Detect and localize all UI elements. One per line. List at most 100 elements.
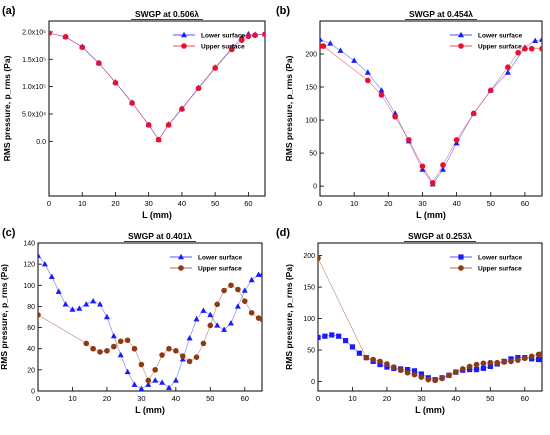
data-point [234,303,241,309]
data-point [419,163,426,170]
data-point [522,45,528,52]
legend-marker [178,265,184,271]
data-point [62,301,69,307]
panel-label: (a) [2,5,16,17]
data-point [539,356,542,363]
data-point [504,69,511,75]
x-tick-label: 10 [78,199,86,208]
data-point [110,332,117,339]
data-point [521,355,528,362]
data-point [453,369,459,375]
data-point [432,377,438,384]
y-tick-label: 5.0x10⁴ [22,111,46,118]
data-point [79,44,86,51]
data-point [104,348,110,354]
series-2 [38,282,262,384]
data-point [363,354,370,361]
data-point [238,37,245,43]
series-2 [49,30,265,143]
data-point [145,122,152,128]
legend-marker [181,31,187,38]
data-point [342,338,349,344]
y-tick-label: 100 [303,316,315,323]
y-tick-label: 2.0x10⁵ [22,29,46,36]
data-point [131,345,138,352]
x-tick-label: 30 [145,199,153,208]
data-point [165,122,172,128]
data-point [138,361,145,368]
data-point [494,359,501,366]
data-point [453,139,460,146]
data-point [193,354,200,360]
y-tick-label: 100 [23,283,35,290]
data-point [155,136,162,143]
data-point [38,312,41,318]
data-point [38,252,41,258]
data-point [145,381,152,387]
data-point [69,306,76,312]
panel-label: (b) [276,5,290,17]
x-tick-label: 20 [384,199,392,208]
data-point [322,333,328,339]
data-point [466,363,473,370]
x-tick-label: 20 [103,394,111,403]
series-line [38,284,262,382]
legend-label: Lower surface [478,255,522,262]
data-point [221,287,227,294]
data-point [384,361,390,367]
data-point [377,358,383,365]
data-point [446,372,452,379]
x-tick-label: 50 [486,394,494,403]
data-point [159,352,165,358]
data-point [318,255,321,261]
data-point [337,47,344,53]
y-tick-label: 20 [27,367,35,374]
data-point [397,367,404,374]
y-tick-label: 140 [23,241,35,248]
data-point [172,377,179,383]
data-point [145,377,152,384]
data-point [539,351,542,357]
data-point [124,368,131,375]
x-tick-label: 20 [383,394,391,403]
panel-label: (c) [2,227,16,239]
data-point [83,340,90,347]
series-line [318,257,542,381]
data-point [384,364,390,370]
data-point [212,65,218,71]
data-point [480,360,487,367]
x-tick-label: 50 [487,199,495,208]
data-point [405,366,411,373]
data-point [539,45,542,52]
x-tick-label: 10 [348,394,356,403]
chart-panel-4: (d) SWGP at 0.253λ 0 10 20 30 40 50 60 0 50 100 150 2… [276,227,543,415]
series-1 [320,36,542,187]
plot-frame [317,242,543,392]
x-axis-label: L (mm) [142,210,172,220]
data-point [159,379,166,385]
panel-label: (d) [276,227,290,239]
y-tick-label: 40 [27,346,35,353]
x-axis-label: L (mm) [415,405,445,415]
data-point [48,273,55,280]
data-point [214,301,220,308]
data-point [179,106,185,112]
data-point [152,367,158,373]
y-tick-label: 0 [31,389,35,396]
legend-marker [178,253,184,260]
x-tick-label: 40 [452,199,460,208]
data-point [473,361,480,368]
data-point [439,375,445,382]
data-point [186,334,193,341]
chart-panel-2: (b) SWGP at 0.454λ 0 10 20 30 40 50 60 0 50 100 150 2… [276,5,543,220]
data-point [90,345,96,352]
y-axis-label: RMS pressure, p_rms (Pa) [284,264,294,370]
data-point [487,87,494,94]
data-point [404,369,411,376]
chart-panel-3: (c) SWGP at 0.401λ 0 10 20 30 40 50 60 0 20 40 60 80 1… [0,227,263,415]
data-point [508,358,514,365]
data-point [378,87,385,93]
data-point [539,36,542,42]
data-point [418,371,424,377]
